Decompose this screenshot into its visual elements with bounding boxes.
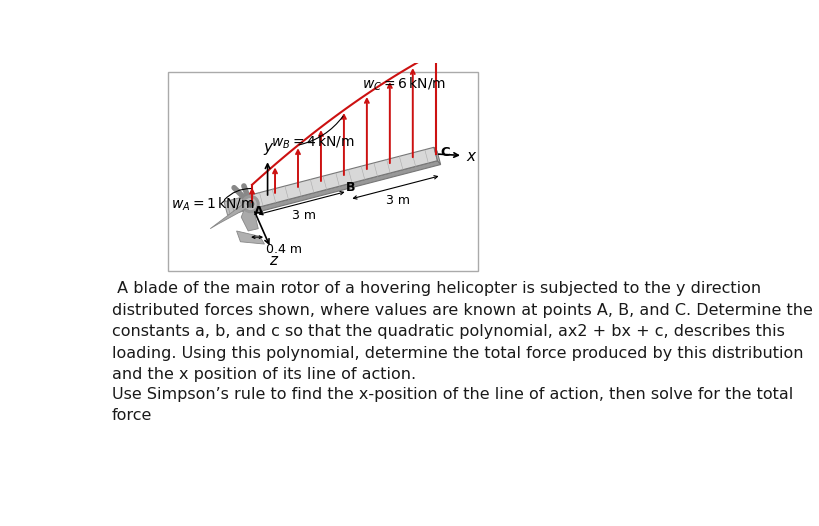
Text: B: B	[345, 181, 355, 194]
Text: 0.4 m: 0.4 m	[265, 244, 301, 256]
Polygon shape	[433, 147, 440, 165]
Polygon shape	[241, 206, 258, 231]
Circle shape	[245, 199, 256, 209]
Text: y: y	[263, 140, 272, 155]
Text: x: x	[466, 149, 475, 164]
Polygon shape	[250, 147, 437, 208]
Text: 3 m: 3 m	[385, 194, 410, 207]
Circle shape	[247, 201, 253, 207]
Text: $w_C = 6\,\mathrm{kN/m}$: $w_C = 6\,\mathrm{kN/m}$	[362, 75, 446, 93]
Bar	[168, 73, 477, 271]
Text: C: C	[440, 146, 450, 159]
Text: $w_B = 4\,\mathrm{kN/m}$: $w_B = 4\,\mathrm{kN/m}$	[271, 134, 355, 151]
Polygon shape	[254, 160, 440, 213]
Text: Use Simpson’s rule to find the x-position of the line of action, then solve for : Use Simpson’s rule to find the x-positio…	[111, 387, 792, 423]
Polygon shape	[224, 195, 254, 215]
Text: 3 m: 3 m	[292, 209, 315, 222]
Polygon shape	[210, 200, 256, 229]
Text: A: A	[254, 205, 264, 218]
Text: z: z	[269, 254, 277, 268]
Text: A blade of the main rotor of a hovering helicopter is subjected to the y directi: A blade of the main rotor of a hovering …	[111, 281, 812, 382]
Circle shape	[242, 196, 259, 213]
Polygon shape	[237, 231, 265, 244]
Text: $w_A = 1\,\mathrm{kN/m}$: $w_A = 1\,\mathrm{kN/m}$	[170, 195, 254, 213]
